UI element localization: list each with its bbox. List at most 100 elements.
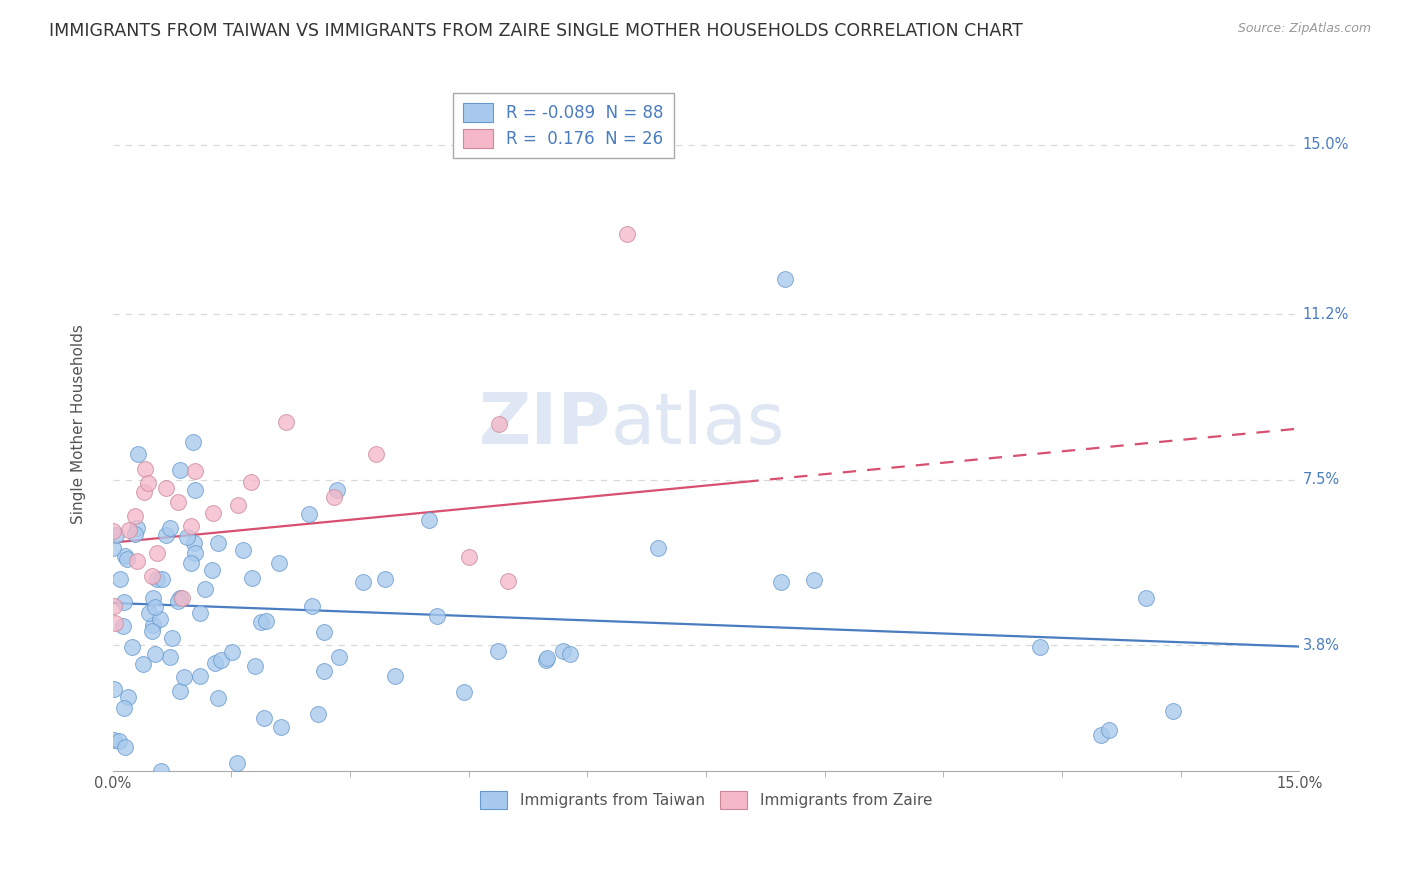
Text: ZIP: ZIP [478, 390, 612, 458]
Point [616, 227, 638, 241]
Point [184, 464, 207, 478]
Point [453, 685, 475, 699]
Point [184, 483, 207, 497]
Point [155, 481, 177, 495]
Point [551, 644, 574, 658]
Point [194, 582, 217, 596]
Point [114, 595, 136, 609]
Point [188, 668, 211, 682]
Point [145, 572, 167, 586]
Point [232, 543, 254, 558]
Point [254, 614, 277, 628]
Point [134, 484, 156, 499]
Point [138, 606, 160, 620]
Point [103, 681, 125, 696]
Point [176, 530, 198, 544]
Point [301, 599, 323, 613]
Point [173, 670, 195, 684]
Point [486, 644, 509, 658]
Point [159, 521, 181, 535]
Point [141, 624, 163, 638]
Point [141, 569, 163, 583]
Point [114, 740, 136, 755]
Point [143, 599, 166, 614]
Point [328, 650, 350, 665]
Legend: Immigrants from Taiwan, Immigrants from Zaire: Immigrants from Taiwan, Immigrants from … [474, 785, 938, 815]
Point [152, 572, 174, 586]
Point [159, 649, 181, 664]
Point [125, 521, 148, 535]
Text: 7.5%: 7.5% [1303, 473, 1340, 487]
Point [647, 541, 669, 556]
Point [307, 707, 329, 722]
Point [160, 632, 183, 646]
Point [312, 665, 335, 679]
Point [125, 553, 148, 567]
Point [352, 575, 374, 590]
Point [108, 573, 131, 587]
Point [112, 701, 135, 715]
Point [1161, 704, 1184, 718]
Point [207, 691, 229, 706]
Point [115, 552, 138, 566]
Point [145, 648, 167, 662]
Point [326, 483, 349, 498]
Text: 3.8%: 3.8% [1303, 638, 1340, 653]
Point [188, 606, 211, 620]
Point [1090, 728, 1112, 742]
Point [117, 690, 139, 704]
Point [101, 541, 124, 556]
Point [105, 528, 128, 542]
Point [226, 498, 249, 512]
Point [124, 509, 146, 524]
Text: 15.0%: 15.0% [1303, 137, 1350, 152]
Point [245, 659, 267, 673]
Point [166, 495, 188, 509]
Point [314, 624, 336, 639]
Point [180, 519, 202, 533]
Point [1029, 640, 1052, 654]
Point [201, 563, 224, 577]
Point [169, 683, 191, 698]
Point [457, 549, 479, 564]
Point [209, 653, 232, 667]
Point [101, 524, 124, 538]
Point [136, 476, 159, 491]
Point [249, 615, 271, 629]
Point [425, 608, 447, 623]
Point [149, 764, 172, 778]
Text: atlas: atlas [612, 390, 786, 458]
Point [803, 573, 825, 587]
Point [134, 461, 156, 475]
Point [104, 616, 127, 631]
Point [384, 669, 406, 683]
Text: 11.2%: 11.2% [1303, 307, 1350, 322]
Text: IMMIGRANTS FROM TAIWAN VS IMMIGRANTS FROM ZAIRE SINGLE MOTHER HOUSEHOLDS CORRELA: IMMIGRANTS FROM TAIWAN VS IMMIGRANTS FRO… [49, 22, 1024, 40]
Point [146, 545, 169, 559]
Point [221, 645, 243, 659]
Point [769, 575, 792, 590]
Point [240, 571, 263, 585]
Point [108, 733, 131, 747]
Point [1135, 591, 1157, 605]
Point [536, 653, 558, 667]
Point [226, 756, 249, 771]
Point [323, 490, 346, 504]
Point [180, 556, 202, 570]
Point [181, 435, 204, 450]
Point [270, 720, 292, 734]
Point [773, 271, 796, 285]
Point [364, 447, 387, 461]
Point [418, 513, 440, 527]
Y-axis label: Single Mother Households: Single Mother Households [72, 324, 86, 524]
Point [204, 656, 226, 670]
Point [172, 591, 194, 606]
Point [169, 462, 191, 476]
Point [142, 591, 165, 605]
Point [558, 647, 581, 661]
Point [131, 657, 153, 671]
Point [1098, 723, 1121, 738]
Point [103, 733, 125, 747]
Point [536, 651, 558, 665]
Point [114, 549, 136, 564]
